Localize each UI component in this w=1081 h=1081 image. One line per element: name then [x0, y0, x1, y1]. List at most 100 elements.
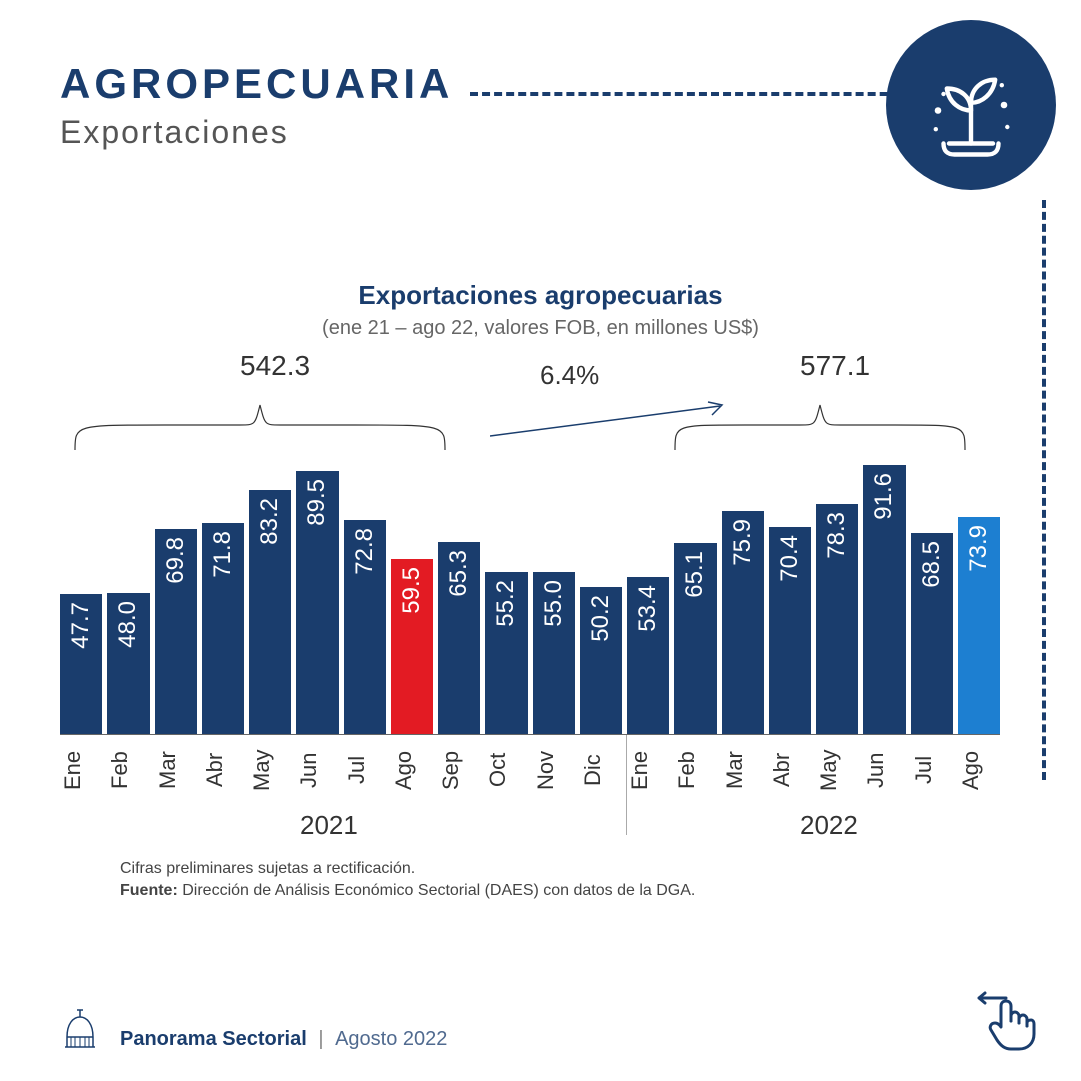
footnote-prelim: Cifras preliminares sujetas a rectificac… — [120, 860, 695, 878]
bar-value: 70.4 — [776, 527, 804, 590]
month-label: Abr — [769, 740, 811, 800]
bar-value: 48.0 — [114, 593, 142, 656]
year-separator — [626, 735, 627, 835]
month-label: Feb — [107, 740, 149, 800]
month-label: Ene — [60, 740, 102, 800]
bar-value: 91.6 — [870, 465, 898, 528]
bar: 50.2 — [580, 587, 622, 734]
bar: 59.5 — [391, 559, 433, 734]
source-label: Fuente: — [120, 882, 178, 899]
bar-wrap: 55.0 — [533, 455, 575, 734]
bar-value: 75.9 — [729, 511, 757, 574]
bar-wrap: 50.2 — [580, 455, 622, 734]
bar-wrap: 72.8 — [344, 455, 386, 734]
month-label: Mar — [155, 740, 197, 800]
month-label: Ago — [391, 740, 433, 800]
month-label: Dic — [580, 740, 622, 800]
bar: 71.8 — [202, 523, 244, 734]
footer-date: Agosto 2022 — [335, 1028, 447, 1050]
bar-value: 71.8 — [209, 523, 237, 586]
bar: 53.4 — [627, 577, 669, 734]
chart-header: Exportaciones agropecuarias (ene 21 – ag… — [0, 280, 1081, 340]
bar: 75.9 — [722, 511, 764, 734]
bar-value: 68.5 — [918, 533, 946, 596]
bar-wrap: 55.2 — [485, 455, 527, 734]
bar: 91.6 — [863, 465, 905, 734]
chart-footnotes: Cifras preliminares sujetas a rectificac… — [120, 860, 695, 900]
bar-wrap: 65.3 — [438, 455, 480, 734]
bar-wrap: 53.4 — [627, 455, 669, 734]
chart-title: Exportaciones agropecuarias — [0, 280, 1081, 311]
bar-wrap: 91.6 — [863, 455, 905, 734]
gov-dome-icon — [55, 1002, 105, 1057]
month-label: Jul — [344, 740, 386, 800]
bar-value: 89.5 — [303, 471, 331, 534]
bar-value: 65.3 — [445, 542, 473, 605]
bar-wrap: 73.9 — [958, 455, 1000, 734]
month-label: Feb — [674, 740, 716, 800]
bar: 73.9 — [958, 517, 1000, 734]
bar: 78.3 — [816, 504, 858, 734]
bar-wrap: 71.8 — [202, 455, 244, 734]
header: AGROPECUARIA Exportaciones — [60, 60, 1021, 151]
month-label: Ago — [958, 740, 1000, 800]
bar: 72.8 — [344, 520, 386, 734]
bar-wrap: 65.1 — [674, 455, 716, 734]
bar-value: 72.8 — [351, 520, 379, 583]
year-label-2022: 2022 — [800, 810, 858, 841]
month-label: Jun — [296, 740, 338, 800]
summary-change-pct: 6.4% — [540, 360, 599, 391]
month-axis: EneFebMarAbrMayJunJulAgoSepOctNovDicEneF… — [60, 740, 1000, 800]
sector-icon-circle — [886, 20, 1056, 190]
month-label: Abr — [202, 740, 244, 800]
bar-wrap: 47.7 — [60, 455, 102, 734]
footer-separator: | — [318, 1028, 323, 1050]
bar: 69.8 — [155, 529, 197, 734]
month-label: Sep — [438, 740, 480, 800]
bar-value: 55.0 — [540, 572, 568, 635]
year-label-2021: 2021 — [300, 810, 358, 841]
brace-2022-icon — [670, 395, 970, 455]
month-label: Oct — [485, 740, 527, 800]
month-label: Jun — [863, 740, 905, 800]
summary-2021-total: 542.3 — [240, 350, 310, 382]
swipe-left-icon[interactable] — [971, 986, 1041, 1061]
month-label: May — [816, 740, 858, 800]
bar-wrap: 48.0 — [107, 455, 149, 734]
bar: 48.0 — [107, 593, 149, 734]
month-label: Nov — [533, 740, 575, 800]
plant-growth-icon — [916, 50, 1026, 160]
bar-wrap: 59.5 — [391, 455, 433, 734]
bar: 65.1 — [674, 543, 716, 734]
bar-wrap: 89.5 — [296, 455, 338, 734]
bar-wrap: 69.8 — [155, 455, 197, 734]
month-label: May — [249, 740, 291, 800]
bar-value: 53.4 — [634, 577, 662, 640]
month-label: Jul — [911, 740, 953, 800]
bar-value: 59.5 — [398, 559, 426, 622]
bar: 55.0 — [533, 572, 575, 734]
bar-value: 83.2 — [256, 490, 284, 553]
bar: 65.3 — [438, 542, 480, 734]
bar-wrap: 68.5 — [911, 455, 953, 734]
bar: 70.4 — [769, 527, 811, 734]
bar: 83.2 — [249, 490, 291, 734]
bar: 68.5 — [911, 533, 953, 734]
bar-wrap: 70.4 — [769, 455, 811, 734]
bar-value: 50.2 — [587, 587, 615, 650]
page-title: AGROPECUARIA — [60, 60, 1021, 108]
bar-wrap: 75.9 — [722, 455, 764, 734]
bar-value: 69.8 — [162, 529, 190, 592]
bar: 55.2 — [485, 572, 527, 734]
footnote-source: Fuente: Dirección de Análisis Económico … — [120, 882, 695, 900]
footer-brand: Panorama Sectorial | Agosto 2022 — [120, 1028, 447, 1051]
bar-value: 55.2 — [492, 572, 520, 635]
source-text: Dirección de Análisis Económico Sectoria… — [178, 882, 696, 899]
brand-name: Panorama Sectorial — [120, 1028, 307, 1050]
bar-value: 73.9 — [965, 517, 993, 580]
bar: 47.7 — [60, 594, 102, 734]
bar-wrap: 83.2 — [249, 455, 291, 734]
bar-value: 65.1 — [681, 543, 709, 606]
summary-2022-total: 577.1 — [800, 350, 870, 382]
bar-chart: 47.7 48.0 69.8 71.8 83.2 89.5 72.8 59.5 65.3 55.2… — [60, 455, 1000, 735]
